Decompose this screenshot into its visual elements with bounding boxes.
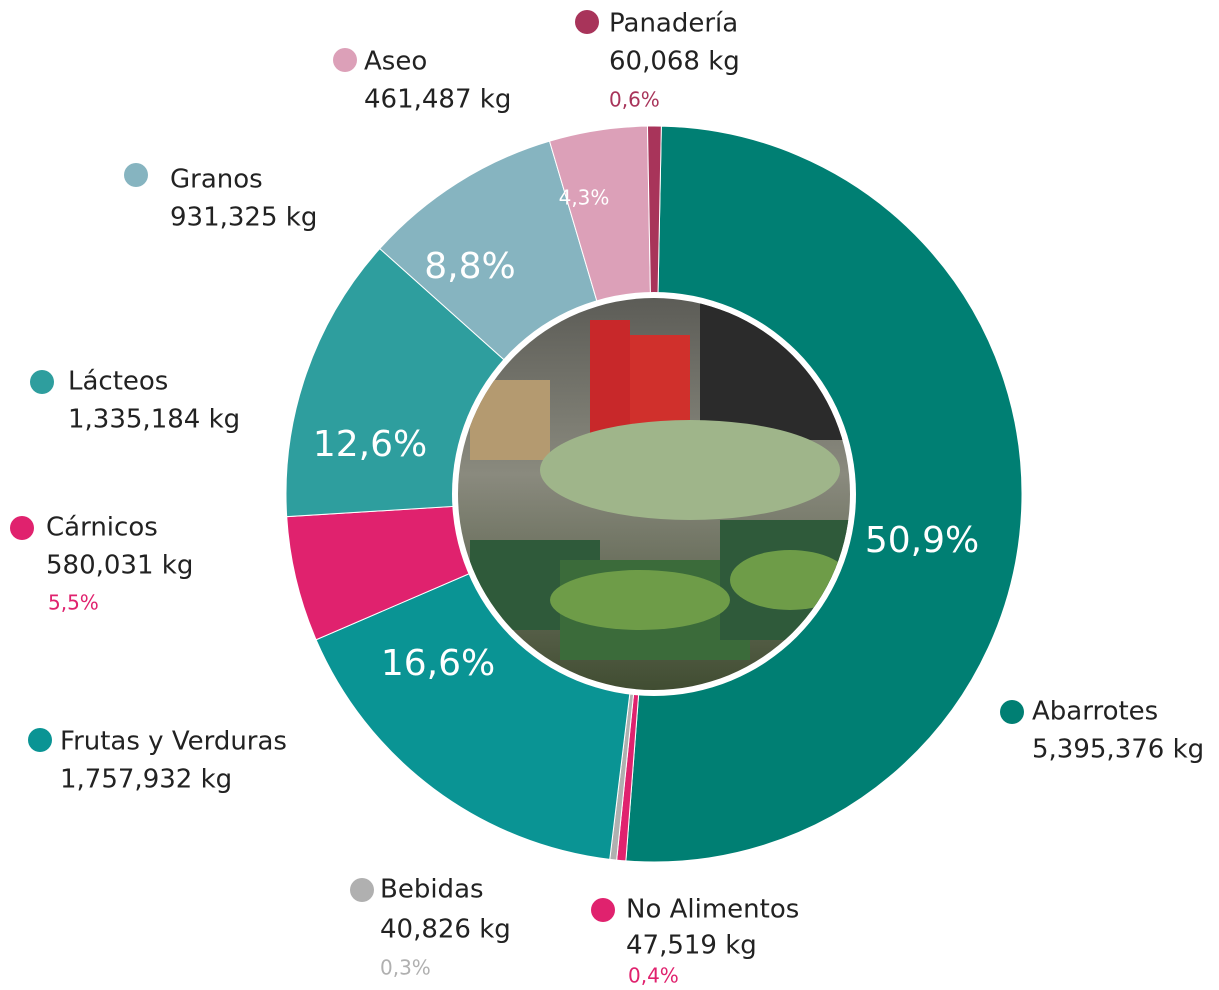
weight-label: 931,325 kg	[170, 203, 317, 233]
legend-dot	[30, 370, 54, 394]
value-label: 0,3%	[380, 956, 431, 980]
value-label: 50,9%	[865, 520, 979, 561]
value-label: 16,6%	[381, 643, 495, 684]
legend-dot	[124, 163, 148, 187]
category-label: Panadería	[609, 9, 738, 39]
legend-dot	[28, 728, 52, 752]
category-label: Frutas y Verduras	[60, 727, 287, 757]
category-label: Aseo	[364, 47, 427, 77]
category-label: Granos	[170, 165, 263, 195]
legend-dot	[333, 48, 357, 72]
value-label: 0,6%	[609, 88, 660, 112]
weight-label: 60,068 kg	[609, 47, 740, 77]
chart: Abarrotes 5,395,376 kg 50,9% No Alimentos 47…	[0, 0, 1219, 990]
weight-label: 47,519 kg	[626, 931, 757, 961]
legend-dot	[591, 898, 615, 922]
category-label: Bebidas	[380, 875, 484, 905]
value-label: 4,3%	[559, 186, 610, 210]
legend-dot	[1000, 700, 1024, 724]
value-label: 5,5%	[48, 591, 99, 615]
legend-dot	[575, 10, 599, 34]
value-label: 12,6%	[313, 424, 427, 465]
weight-label: 1,757,932 kg	[60, 765, 232, 795]
weight-label: 40,826 kg	[380, 915, 511, 945]
weight-label: 1,335,184 kg	[68, 405, 240, 435]
value-label: 8,8%	[424, 246, 515, 287]
category-label: Abarrotes	[1032, 697, 1158, 727]
value-label: 0,4%	[628, 964, 679, 988]
weight-label: 580,031 kg	[46, 551, 193, 581]
weight-label: 5,395,376 kg	[1032, 735, 1204, 765]
weight-label: 461,487 kg	[364, 85, 511, 115]
category-label: Cárnicos	[46, 513, 158, 543]
category-label: No Alimentos	[626, 895, 799, 925]
legend-dot	[350, 878, 374, 902]
legend-dot	[10, 516, 34, 540]
category-label: Lácteos	[68, 367, 168, 397]
